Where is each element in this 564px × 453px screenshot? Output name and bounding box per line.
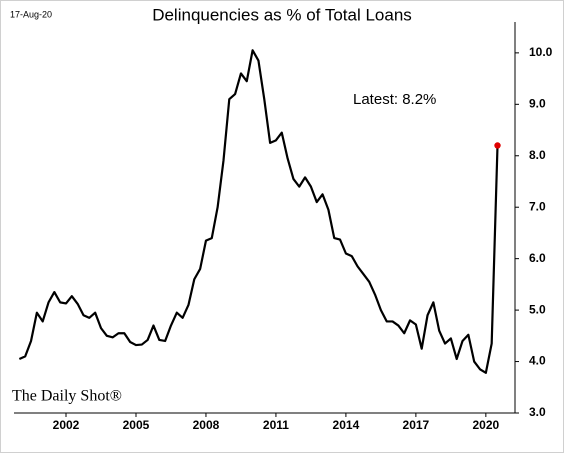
- x-tick-label: 2014: [333, 418, 360, 432]
- date-label: 17-Aug-20: [10, 9, 52, 19]
- y-tick-label: 6.0: [529, 251, 546, 265]
- latest-point: [494, 142, 501, 149]
- annotation: Latest: 8.2%: [353, 91, 436, 108]
- x-tick-label: 2005: [123, 418, 150, 432]
- x-tick-label: 2002: [53, 418, 80, 432]
- x-tick-label: 2017: [403, 418, 430, 432]
- x-tick-label: 2020: [472, 418, 499, 432]
- source: The Daily Shot®: [12, 388, 122, 405]
- data-line: [18, 49, 499, 374]
- y-tick-label: 9.0: [529, 96, 546, 110]
- y-tick-label: 7.0: [529, 199, 546, 213]
- y-tick-label: 10.0: [529, 45, 553, 59]
- x-tick-label: 2008: [193, 418, 220, 432]
- x-tick-label: 2011: [263, 418, 289, 432]
- y-tick-label: 3.0: [529, 405, 546, 419]
- chart-title: Delinquencies as % of Total Loans: [152, 5, 412, 24]
- y-tick-label: 5.0: [529, 302, 546, 316]
- y-tick-label: 4.0: [529, 354, 546, 368]
- y-tick-label: 8.0: [529, 148, 546, 162]
